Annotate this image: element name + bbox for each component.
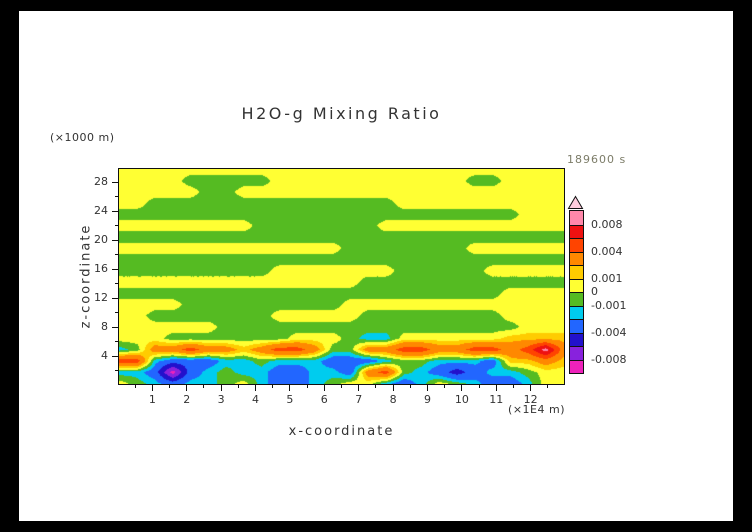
- z-tick: [112, 181, 118, 183]
- colorbar-segment: [570, 265, 583, 279]
- z-minor-tick: [115, 283, 118, 285]
- x-minor-tick: [237, 385, 239, 388]
- x-tick-label: 4: [252, 393, 260, 406]
- x-minor-tick: [169, 385, 171, 388]
- y-axis-units: (×1000 m): [50, 131, 115, 144]
- plot-area: [118, 168, 565, 385]
- x-tick-label: 10: [454, 393, 469, 406]
- colorbar-segment: [570, 211, 583, 225]
- x-tick-label: 12: [523, 393, 538, 406]
- colorbar-segment: [570, 292, 583, 306]
- z-tick: [112, 355, 118, 357]
- x-tick-label: 11: [489, 393, 504, 406]
- x-tick-label: 3: [217, 393, 225, 406]
- colorbar-label: -0.001: [591, 298, 627, 312]
- x-tick: [255, 385, 257, 391]
- x-axis-units: (×1E4 m): [508, 403, 565, 416]
- z-tick-label: 12: [94, 291, 108, 305]
- colorbar-label: 0.001: [591, 271, 623, 285]
- z-minor-tick: [115, 254, 118, 256]
- x-tick-label: 7: [355, 393, 363, 406]
- x-tick: [495, 385, 497, 391]
- z-minor-tick: [115, 225, 118, 227]
- x-tick: [220, 385, 222, 391]
- timestamp-label: 189600 s: [567, 153, 627, 166]
- colorbar-label: -0.008: [591, 352, 627, 366]
- x-minor-tick: [444, 385, 446, 388]
- x-minor-tick: [409, 385, 411, 388]
- x-tick-label: 9: [423, 393, 431, 406]
- x-minor-tick: [306, 385, 308, 388]
- x-tick: [461, 385, 463, 391]
- x-minor-tick: [375, 385, 377, 388]
- colorbar-label: 0.008: [591, 217, 623, 231]
- x-axis-label: x-coordinate: [288, 424, 395, 439]
- x-minor-tick: [512, 385, 514, 388]
- x-tick-label: 1: [148, 393, 156, 406]
- z-tick-label: 8: [101, 320, 108, 334]
- chart-title: H2O-g Mixing Ratio: [241, 104, 442, 123]
- x-minor-tick: [547, 385, 549, 388]
- heatmap-canvas: [119, 169, 564, 384]
- x-minor-tick: [134, 385, 136, 388]
- colorbar-triangle-shape: [567, 195, 584, 209]
- colorbar-segment: [570, 278, 583, 292]
- colorbar-label: -0.004: [591, 325, 627, 339]
- z-tick: [112, 239, 118, 241]
- x-tick: [289, 385, 291, 391]
- z-minor-tick: [115, 370, 118, 372]
- colorbar-segment: [570, 319, 583, 333]
- x-tick: [530, 385, 532, 391]
- z-tick-label: 28: [94, 175, 108, 189]
- x-tick-label: 2: [183, 393, 191, 406]
- x-minor-tick: [478, 385, 480, 388]
- z-tick-label: 4: [101, 349, 108, 363]
- z-minor-tick: [115, 196, 118, 198]
- colorbar-label: 0: [591, 285, 598, 298]
- x-tick-label: 8: [389, 393, 397, 406]
- z-minor-tick: [115, 341, 118, 343]
- x-tick: [426, 385, 428, 391]
- colorbar-segment: [570, 346, 583, 360]
- x-tick-label: 6: [320, 393, 328, 406]
- z-tick: [112, 268, 118, 270]
- colorbar-segment: [570, 224, 583, 238]
- colorbar-segment: [570, 332, 583, 346]
- colorbar-segment: [570, 238, 583, 252]
- z-minor-tick: [115, 312, 118, 314]
- z-tick: [112, 326, 118, 328]
- z-tick: [112, 297, 118, 299]
- colorbar-segment: [570, 305, 583, 319]
- x-tick: [151, 385, 153, 391]
- colorbar-segment: [570, 359, 583, 373]
- x-minor-tick: [272, 385, 274, 388]
- z-tick-label: 20: [94, 233, 108, 247]
- colorbar-overflow-triangle: [567, 195, 584, 209]
- x-tick: [358, 385, 360, 391]
- z-tick: [112, 210, 118, 212]
- x-tick: [186, 385, 188, 391]
- x-tick: [392, 385, 394, 391]
- colorbar-segment: [570, 251, 583, 265]
- x-minor-tick: [341, 385, 342, 388]
- x-minor-tick: [203, 385, 205, 388]
- x-tick: [323, 385, 325, 391]
- colorbar: [569, 210, 584, 374]
- z-tick-label: 24: [94, 204, 108, 218]
- x-tick-label: 5: [286, 393, 294, 406]
- colorbar-label: 0.004: [591, 244, 623, 258]
- z-tick-label: 16: [94, 262, 108, 276]
